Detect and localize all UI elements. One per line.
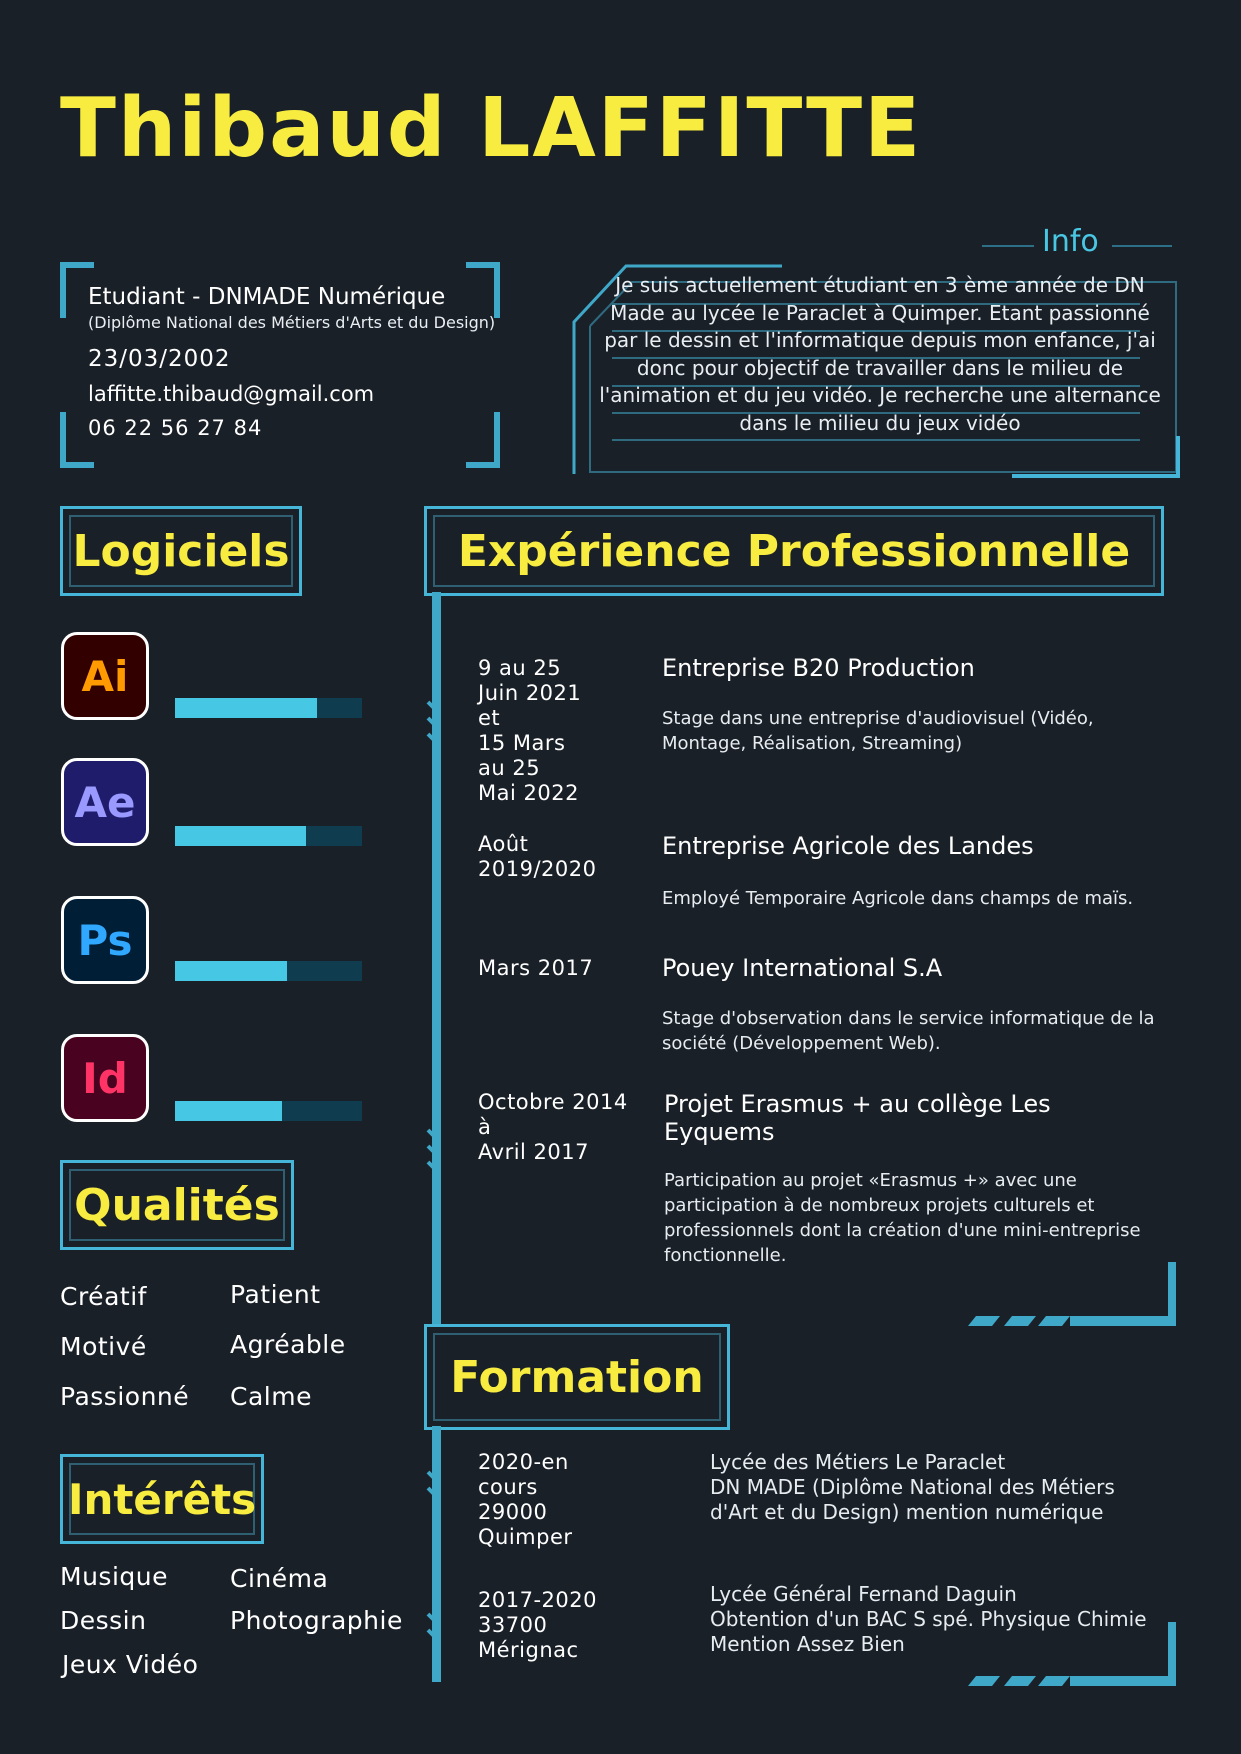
info-divider-left xyxy=(982,245,1034,247)
experience-title-item: Pouey International S.A xyxy=(662,954,943,982)
experience-timeline xyxy=(432,592,441,1326)
job-title: Etudiant - DNMADE Numérique xyxy=(88,284,446,310)
experience-title-item: Projet Erasmus + au collège Les Eyquems xyxy=(664,1090,1051,1146)
indesign-skill-bar xyxy=(175,1101,362,1121)
after-effects-skill-fill xyxy=(175,826,306,846)
experience-corner xyxy=(968,1262,1176,1326)
quality-item: Patient xyxy=(230,1280,321,1309)
experience-desc: Participation au projet «Erasmus +» avec… xyxy=(664,1170,1141,1266)
candidate-name: Thibaud LAFFITTE xyxy=(60,81,923,176)
photoshop-skill-bar xyxy=(175,961,362,981)
education-corner xyxy=(968,1622,1176,1686)
qualities-title: Qualités xyxy=(74,1179,280,1231)
experience-title-item: Entreprise B20 Production xyxy=(662,654,975,682)
quality-item: Passionné xyxy=(60,1382,190,1411)
quality-item: Motivé xyxy=(60,1332,147,1361)
education-text: Lycée Général Fernand Daguin Obtention d… xyxy=(710,1582,1147,1656)
interest-item: Photographie xyxy=(230,1606,403,1635)
email[interactable]: laffitte.thibaud@gmail.com xyxy=(88,382,375,406)
after-effects-icon: Ae xyxy=(61,758,149,846)
interest-item: Musique xyxy=(60,1562,168,1591)
interest-item: Cinéma xyxy=(230,1564,329,1593)
experience-date: Août 2019/2020 xyxy=(478,832,597,881)
identity-block: Etudiant - DNMADE Numérique (Diplôme Nat… xyxy=(88,282,508,440)
quality-item: Créatif xyxy=(60,1282,147,1311)
experience-title: Expérience Professionnelle xyxy=(457,525,1131,577)
photoshop-icon: Ps xyxy=(61,896,149,984)
quality-item: Calme xyxy=(230,1382,312,1411)
illustrator-skill-fill xyxy=(175,698,318,718)
indesign-abbr: Id xyxy=(82,1053,128,1103)
illustrator-abbr: Ai xyxy=(81,651,129,701)
info-text: Je suis actuellement étudiant en 3 ème a… xyxy=(599,273,1161,435)
degree-subtitle: (Diplôme National des Métiers d'Arts et … xyxy=(88,313,496,332)
info-divider-right xyxy=(1112,245,1172,247)
timeline-stripes xyxy=(426,1470,440,1642)
timeline-stripes xyxy=(426,700,440,1174)
education-header: Formation xyxy=(424,1324,730,1430)
illustrator-skill-bar xyxy=(175,698,362,718)
qualities-header: Qualités xyxy=(60,1160,294,1250)
indesign-icon: Id xyxy=(61,1034,149,1122)
experience-date: Mars 2017 xyxy=(478,956,594,980)
experience-desc: Employé Temporaire Agricole dans champs … xyxy=(662,888,1134,909)
interest-item: Dessin xyxy=(60,1606,147,1635)
interests-title: Intérêts xyxy=(67,1474,257,1524)
software-title: Logiciels xyxy=(72,525,290,577)
education-date: 2017-2020 33700 Mérignac xyxy=(478,1588,597,1662)
experience-desc: Stage d'observation dans le service info… xyxy=(662,1008,1155,1054)
identity-frame xyxy=(60,262,500,468)
info-frame xyxy=(572,264,1180,478)
phone[interactable]: 06 22 56 27 84 xyxy=(88,416,263,440)
after-effects-skill-bar xyxy=(175,826,362,846)
interests-header: Intérêts xyxy=(60,1454,264,1544)
experience-date: Octobre 2014 à Avril 2017 xyxy=(478,1090,628,1164)
experience-title-item: Entreprise Agricole des Landes xyxy=(662,832,1034,860)
experience-header: Expérience Professionnelle xyxy=(424,506,1164,596)
birthdate: 23/03/2002 xyxy=(88,346,231,372)
illustrator-icon: Ai xyxy=(61,632,149,720)
education-text: Lycée des Métiers Le Paraclet DN MADE (D… xyxy=(710,1450,1115,1524)
info-title: Info xyxy=(1042,224,1099,259)
education-title: Formation xyxy=(450,1351,704,1403)
quality-item: Agréable xyxy=(230,1330,346,1359)
after-effects-abbr: Ae xyxy=(74,777,136,827)
experience-desc: Stage dans une entreprise d'audiovisuel … xyxy=(662,708,1094,754)
photoshop-abbr: Ps xyxy=(77,915,133,965)
interest-item: Jeux Vidéo xyxy=(62,1650,199,1679)
education-timeline xyxy=(432,1426,441,1682)
experience-date: 9 au 25 Juin 2021 et 15 Mars au 25 Mai 2… xyxy=(478,656,582,805)
software-header: Logiciels xyxy=(60,506,302,596)
photoshop-skill-fill xyxy=(175,961,288,981)
education-date: 2020-en cours 29000 Quimper xyxy=(478,1450,573,1549)
indesign-skill-fill xyxy=(175,1101,282,1121)
